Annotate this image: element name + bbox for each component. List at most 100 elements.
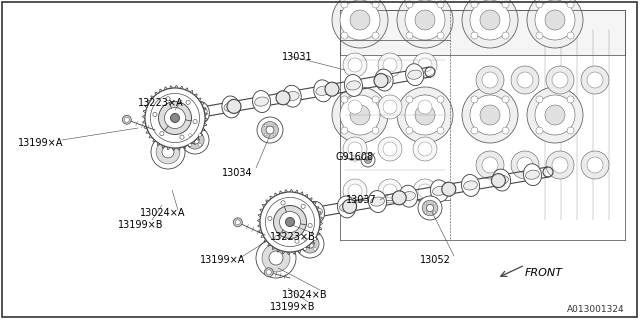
Text: 13034: 13034: [222, 168, 253, 178]
Circle shape: [517, 157, 533, 173]
Circle shape: [314, 238, 316, 240]
Circle shape: [285, 218, 294, 227]
Circle shape: [348, 58, 362, 72]
Circle shape: [536, 96, 543, 103]
Text: 13024×A: 13024×A: [140, 208, 186, 218]
Text: 13199×A: 13199×A: [200, 255, 245, 265]
Circle shape: [234, 218, 243, 227]
Circle shape: [348, 100, 362, 114]
Circle shape: [348, 142, 362, 156]
Circle shape: [378, 179, 402, 203]
Circle shape: [527, 87, 583, 143]
Ellipse shape: [337, 196, 356, 218]
Circle shape: [471, 96, 478, 103]
Circle shape: [341, 96, 348, 103]
Circle shape: [343, 95, 367, 119]
Circle shape: [314, 248, 316, 250]
Circle shape: [122, 115, 131, 124]
Circle shape: [418, 184, 432, 198]
Ellipse shape: [406, 64, 424, 86]
Ellipse shape: [342, 199, 356, 213]
Circle shape: [413, 53, 437, 77]
Circle shape: [517, 72, 533, 88]
Circle shape: [308, 223, 312, 228]
Circle shape: [343, 53, 367, 77]
Circle shape: [262, 122, 278, 139]
Circle shape: [535, 95, 575, 135]
Text: 13031: 13031: [282, 52, 312, 62]
Circle shape: [303, 238, 307, 240]
Circle shape: [145, 88, 205, 148]
Circle shape: [156, 140, 180, 164]
Circle shape: [502, 32, 509, 39]
Ellipse shape: [227, 100, 241, 113]
Text: 13024×B: 13024×B: [282, 290, 328, 300]
Ellipse shape: [316, 86, 330, 95]
Circle shape: [462, 0, 518, 48]
Circle shape: [189, 144, 191, 146]
Circle shape: [365, 156, 371, 164]
Circle shape: [567, 96, 574, 103]
Circle shape: [424, 203, 427, 205]
Circle shape: [413, 179, 437, 203]
Circle shape: [260, 192, 320, 252]
Circle shape: [281, 201, 285, 205]
Circle shape: [159, 101, 191, 134]
Text: 13223×B: 13223×B: [270, 232, 316, 242]
Circle shape: [180, 135, 184, 139]
Ellipse shape: [492, 173, 506, 188]
Text: G91608: G91608: [335, 152, 373, 162]
Circle shape: [343, 179, 367, 203]
Ellipse shape: [392, 191, 406, 205]
Text: 13052: 13052: [420, 255, 451, 265]
Circle shape: [397, 0, 453, 48]
Circle shape: [350, 105, 370, 125]
Circle shape: [256, 238, 296, 278]
Polygon shape: [340, 10, 625, 55]
Circle shape: [378, 95, 402, 119]
Circle shape: [383, 184, 397, 198]
Circle shape: [406, 96, 413, 103]
Circle shape: [422, 200, 438, 216]
Ellipse shape: [314, 80, 332, 102]
Circle shape: [341, 127, 348, 134]
Circle shape: [332, 0, 388, 48]
Circle shape: [546, 66, 574, 94]
Circle shape: [124, 117, 129, 122]
Circle shape: [186, 131, 204, 149]
Circle shape: [482, 157, 498, 173]
Circle shape: [433, 203, 435, 205]
Ellipse shape: [492, 169, 511, 191]
Circle shape: [511, 151, 539, 179]
Circle shape: [372, 32, 379, 39]
Circle shape: [418, 196, 442, 220]
Circle shape: [405, 95, 445, 135]
Circle shape: [587, 157, 603, 173]
Text: A013001324: A013001324: [568, 305, 625, 314]
Circle shape: [437, 96, 444, 103]
Circle shape: [567, 32, 574, 39]
Ellipse shape: [461, 174, 479, 196]
Circle shape: [415, 10, 435, 30]
Ellipse shape: [307, 201, 324, 223]
Circle shape: [348, 184, 362, 198]
Ellipse shape: [255, 97, 269, 106]
Circle shape: [151, 135, 185, 169]
Circle shape: [480, 105, 500, 125]
Circle shape: [198, 134, 202, 136]
Circle shape: [536, 32, 543, 39]
Circle shape: [269, 251, 283, 265]
Circle shape: [198, 144, 202, 146]
Circle shape: [343, 137, 367, 161]
Circle shape: [545, 105, 565, 125]
Circle shape: [527, 0, 583, 48]
Circle shape: [536, 1, 543, 8]
Ellipse shape: [276, 91, 290, 105]
Circle shape: [340, 0, 380, 40]
Circle shape: [189, 134, 191, 136]
Ellipse shape: [399, 185, 417, 207]
Ellipse shape: [346, 81, 360, 90]
Circle shape: [418, 100, 432, 114]
Circle shape: [166, 97, 170, 101]
Circle shape: [275, 236, 279, 240]
